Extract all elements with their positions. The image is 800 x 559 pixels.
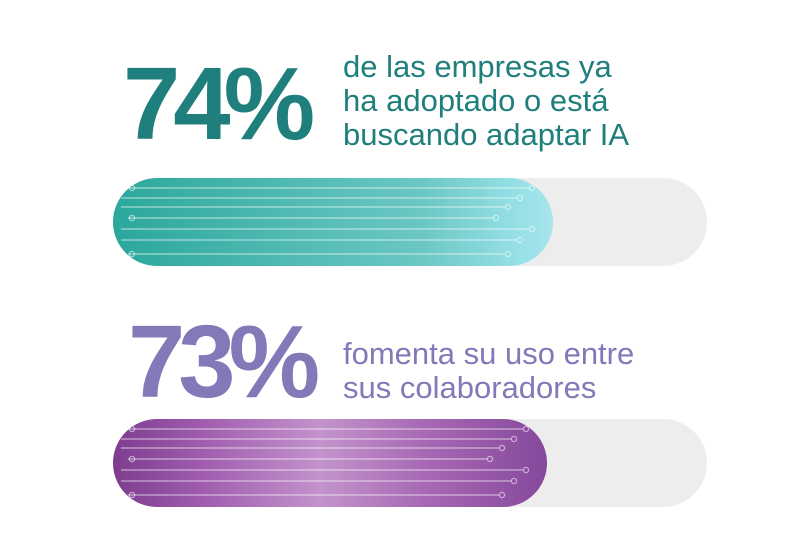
- circuit-pattern: [121, 425, 530, 499]
- circuit-node: [504, 250, 512, 258]
- circuit-node: [528, 225, 536, 233]
- data-label-fomento: 73%: [128, 304, 320, 419]
- circuit-node: [128, 491, 136, 499]
- bar-track-fomento: [113, 419, 707, 507]
- data-label-adopcion: 74%: [123, 46, 315, 161]
- desc-line: ha adoptado o está: [343, 83, 609, 118]
- desc-line: sus colaboradores: [343, 370, 597, 405]
- category-label-fomento: fomenta su uso entre sus colaboradores: [343, 337, 783, 405]
- circuit-node: [128, 214, 136, 222]
- circuit-node: [486, 455, 494, 463]
- circuit-node: [522, 425, 530, 433]
- circuit-node: [128, 455, 136, 463]
- desc-line: fomenta su uso entre: [343, 336, 635, 371]
- circuit-node: [510, 435, 518, 443]
- circuit-node: [504, 203, 512, 211]
- circuit-node: [128, 425, 136, 433]
- circuit-node: [522, 466, 530, 474]
- circuit-node: [516, 194, 524, 202]
- circuit-node: [492, 214, 500, 222]
- circuit-node: [510, 477, 518, 485]
- circuit-node: [498, 444, 506, 452]
- circuit-node: [498, 491, 506, 499]
- bar-fomento: [113, 419, 547, 507]
- desc-line: de las empresas ya: [343, 49, 612, 84]
- category-label-adopcion: de las empresas ya ha adoptado o está bu…: [343, 50, 783, 152]
- circuit-pattern: [121, 184, 536, 258]
- bar-track-adopcion: [113, 178, 707, 266]
- desc-line: buscando adaptar IA: [343, 117, 630, 152]
- bar-adopcion: [113, 178, 553, 266]
- circuit-node: [128, 184, 136, 192]
- circuit-node: [528, 184, 536, 192]
- circuit-node: [128, 250, 136, 258]
- circuit-node: [516, 236, 524, 244]
